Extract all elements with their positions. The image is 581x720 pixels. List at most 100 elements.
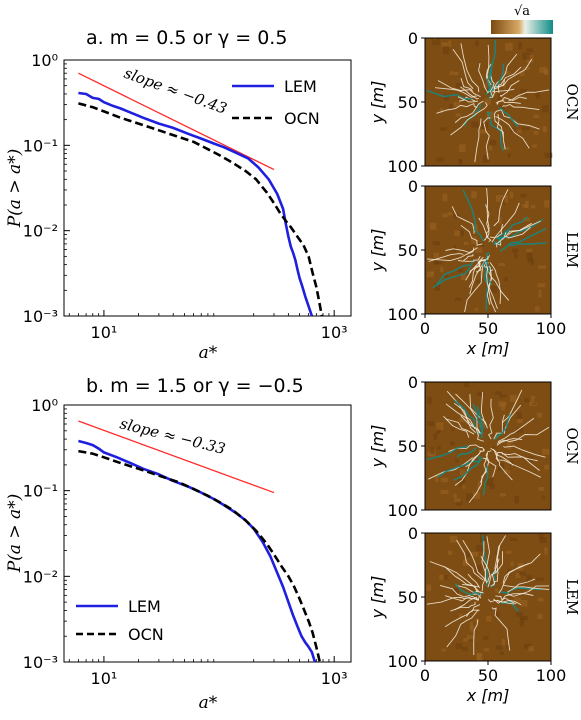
map-channel: [488, 265, 510, 301]
map-channel: [468, 259, 485, 288]
map-texture-patch: [460, 274, 466, 281]
map-texture-patch: [514, 495, 520, 504]
map-channel: [478, 63, 490, 94]
map-channel: [489, 79, 506, 98]
map-4-lem: 0 50 100 y [m] 0 50 100 x [m] LEM: [368, 524, 581, 705]
map-texture-patch: [461, 598, 467, 605]
map-texture-patch: [504, 469, 511, 474]
map-channel: [464, 265, 484, 313]
map-channel: [500, 227, 547, 252]
map-texture-patch: [440, 266, 444, 273]
map-texture-patch: [544, 200, 550, 208]
map-texture-patch: [533, 114, 540, 119]
map-y-tick-label: 50: [398, 241, 418, 260]
panel-a-series-lem-line: [78, 91, 314, 317]
map-channel: [493, 110, 504, 138]
map-texture-patch: [509, 537, 518, 542]
map-channel: [502, 103, 540, 111]
map-channel: [494, 413, 512, 441]
map-texture-patch: [494, 431, 499, 438]
map-texture-patch: [472, 492, 480, 499]
map-channel: [466, 604, 481, 617]
map-channel: [497, 66, 522, 93]
panel-a-x-tick-label: 10³: [321, 323, 348, 342]
map-channel: [426, 444, 469, 461]
map-texture-patch: [542, 126, 547, 133]
map-texture-patch: [542, 448, 550, 455]
map-channel: [426, 595, 480, 605]
map-texture-patch: [474, 307, 479, 311]
map-y-tick-label: 100: [387, 157, 418, 176]
panel-a-slope-line: [78, 72, 275, 171]
map-texture-patch: [469, 621, 474, 628]
map-channel: [495, 115, 530, 149]
map-channel: [439, 584, 482, 599]
map-texture-patch: [544, 152, 553, 158]
map-channel: [436, 264, 470, 286]
panel-a-y-tick-label: 10⁻²: [23, 222, 58, 241]
panel-b-y-tick-label: 10⁰: [31, 396, 58, 415]
map-texture-patch: [530, 395, 536, 403]
map-texture-patch: [483, 83, 488, 89]
map-y-tick-label: 100: [387, 652, 418, 671]
map-channel: [443, 415, 470, 438]
map-texture-patch: [513, 597, 522, 603]
colorbar-label: √a: [514, 4, 530, 19]
panel-a-x-axis-label: a*: [199, 343, 218, 363]
map-texture-patch: [458, 478, 466, 487]
map-texture-patch: [460, 229, 464, 237]
map-texture-patch: [519, 571, 526, 576]
map-channel: [495, 453, 513, 481]
map-texture-patch: [440, 127, 448, 131]
map-channel: [467, 573, 481, 589]
map-texture-patch: [535, 577, 544, 581]
panel-a-series: [78, 91, 324, 317]
panel-b-series-lem-line: [78, 439, 317, 663]
map-channel: [508, 89, 550, 102]
map-texture-patch: [495, 391, 502, 395]
map-channel: [465, 449, 484, 468]
map-texture-patch: [466, 635, 475, 640]
map-3-ocn: 0 50 100 y [m] OCN: [368, 373, 581, 520]
panel-a-slope-annotation: slope ≈ −0.43: [122, 64, 230, 118]
map-texture-patch: [475, 245, 483, 253]
map-channel: [437, 456, 481, 478]
map-side-label: OCN: [563, 428, 581, 465]
map-channel: [456, 447, 477, 458]
map-channel: [496, 438, 523, 446]
map-texture-patch: [436, 157, 444, 162]
map-channel: [445, 247, 478, 253]
map-texture-patch: [471, 121, 479, 128]
map-channel: [503, 445, 546, 458]
map-texture-patch: [520, 615, 528, 621]
map-texture-patch: [542, 105, 549, 113]
panel-a-x-ticks: 10¹ 10³: [68, 310, 348, 342]
map-texture-patch: [510, 395, 517, 402]
map-channel: [453, 456, 483, 481]
panel-a-x-tick-label: 10¹: [91, 323, 118, 342]
map-texture-patch: [538, 534, 544, 539]
map-texture-patch: [494, 588, 499, 593]
map-texture-patch: [455, 459, 459, 463]
map-texture-patch: [541, 495, 545, 500]
map-texture-patch: [430, 446, 435, 455]
map-texture-patch: [516, 412, 523, 420]
map-channel: [474, 118, 482, 163]
map-texture-patch: [537, 412, 543, 418]
map-texture-patch: [454, 230, 461, 237]
map-texture-patch: [544, 547, 548, 555]
map-channel: [468, 452, 489, 503]
map-texture-patch: [486, 615, 492, 622]
map-texture-patch: [533, 130, 539, 135]
map-channel: [453, 402, 476, 430]
map-channel: [504, 226, 531, 239]
map-texture-patch: [537, 613, 543, 620]
map-texture-patch: [444, 574, 448, 580]
map-channel: [458, 96, 475, 102]
map-texture-patch: [453, 71, 459, 76]
map-texture-patch: [458, 144, 466, 152]
map-y-tick-label: 50: [398, 437, 418, 456]
map-channel: [462, 189, 484, 242]
map-channel: [508, 220, 541, 235]
map-texture-patch: [435, 474, 439, 482]
